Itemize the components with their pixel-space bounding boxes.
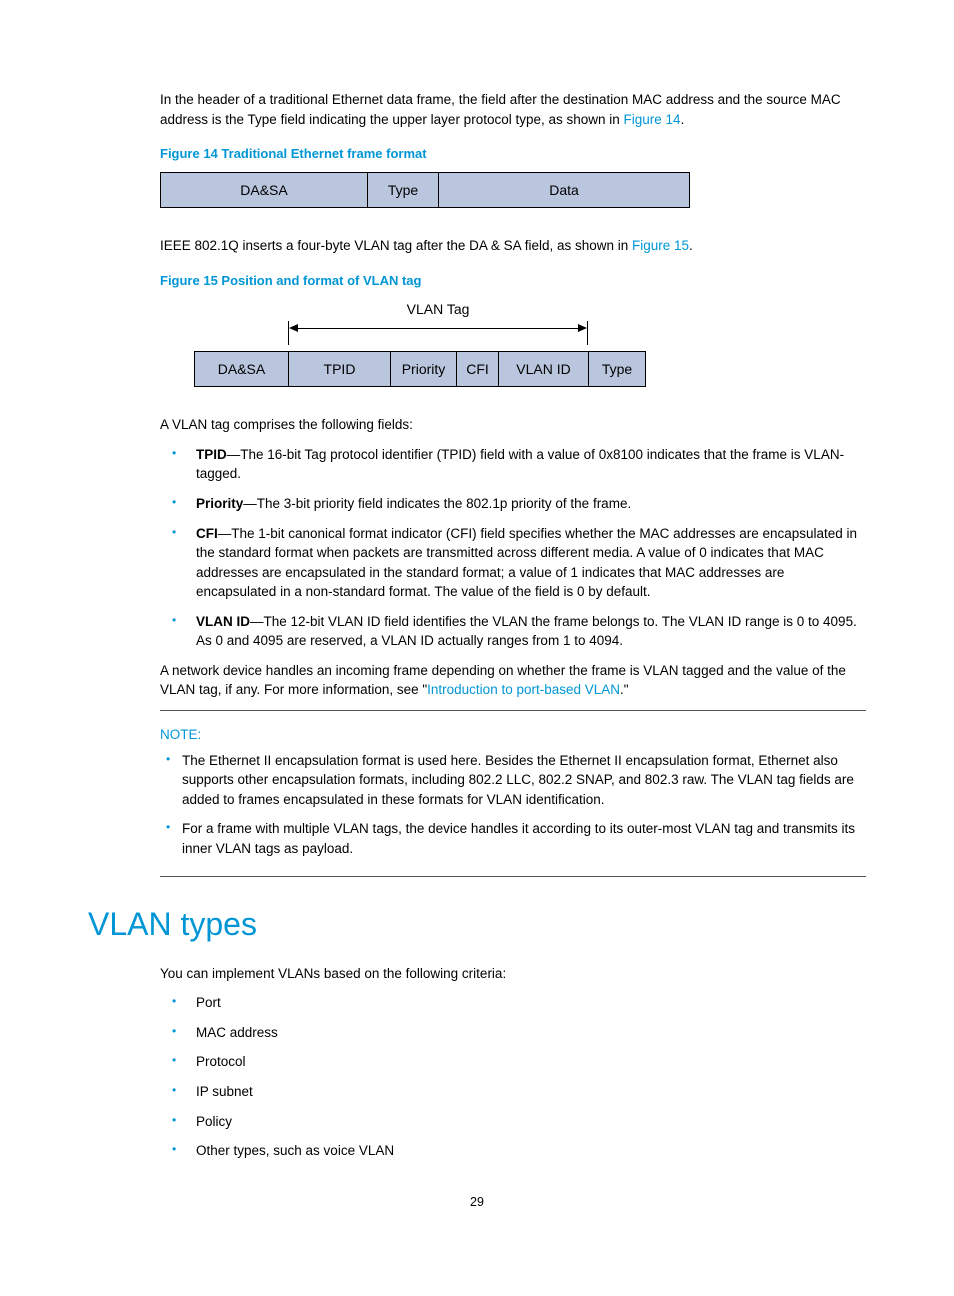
fields-intro: A VLAN tag comprises the following field… xyxy=(160,415,866,435)
fig15-cell-vlanid: VLAN ID xyxy=(498,351,588,387)
note-list: The Ethernet II encapsulation format is … xyxy=(160,751,866,859)
ieee-text-b: . xyxy=(689,238,693,253)
field-tpid: TPID—The 16-bit Tag protocol identifier … xyxy=(160,445,866,484)
fig14-cell-dasa: DA&SA xyxy=(161,173,368,207)
field-tpid-text: —The 16-bit Tag protocol identifier (TPI… xyxy=(196,447,844,482)
type-policy: Policy xyxy=(160,1112,866,1132)
fig14-cell-data: Data xyxy=(439,173,689,207)
types-list: Port MAC address Protocol IP subnet Poli… xyxy=(160,993,866,1160)
type-mac: MAC address xyxy=(160,1023,866,1043)
intro-paragraph: In the header of a traditional Ethernet … xyxy=(160,90,866,129)
field-vlanid-label: VLAN ID xyxy=(196,614,250,629)
field-cfi-text: —The 1-bit canonical format indicator (C… xyxy=(196,526,857,600)
fig15-cell-dasa: DA&SA xyxy=(194,351,288,387)
fig15-tag-label: VLAN Tag xyxy=(288,299,588,319)
fig15-cell-tpid: TPID xyxy=(288,351,390,387)
note-item-2: For a frame with multiple VLAN tags, the… xyxy=(160,819,866,858)
page-number: 29 xyxy=(88,1193,866,1211)
field-priority-label: Priority xyxy=(196,496,243,511)
fig15-cell-type: Type xyxy=(588,351,646,387)
intro-text-a: In the header of a traditional Ethernet … xyxy=(160,92,841,127)
fig14-cell-type: Type xyxy=(368,173,439,207)
portbased-link[interactable]: Introduction to port-based VLAN xyxy=(427,682,620,697)
type-other: Other types, such as voice VLAN xyxy=(160,1141,866,1161)
ieee-paragraph: IEEE 802.1Q inserts a four-byte VLAN tag… xyxy=(160,236,866,256)
fig15-cell-priority: Priority xyxy=(390,351,456,387)
type-port: Port xyxy=(160,993,866,1013)
field-tpid-label: TPID xyxy=(196,447,227,462)
vlan-types-heading: VLAN types xyxy=(88,901,866,947)
type-protocol: Protocol xyxy=(160,1052,866,1072)
note-label: NOTE: xyxy=(160,725,866,745)
field-cfi: CFI—The 1-bit canonical format indicator… xyxy=(160,524,866,602)
fields-list: TPID—The 16-bit Tag protocol identifier … xyxy=(160,445,866,651)
ieee-text-a: IEEE 802.1Q inserts a four-byte VLAN tag… xyxy=(160,238,632,253)
field-priority-text: —The 3-bit priority field indicates the … xyxy=(243,496,631,511)
figure14-diagram: DA&SA Type Data xyxy=(160,172,690,208)
fig15-cell-cfi: CFI xyxy=(456,351,498,387)
field-vlanid: VLAN ID—The 12-bit VLAN ID field identif… xyxy=(160,612,866,651)
fig15-arrow xyxy=(288,321,588,345)
handling-paragraph: A network device handles an incoming fra… xyxy=(160,661,866,700)
figure14-link[interactable]: Figure 14 xyxy=(624,112,681,127)
figure15-caption: Figure 15 Position and format of VLAN ta… xyxy=(160,272,866,291)
types-intro: You can implement VLANs based on the fol… xyxy=(160,964,866,984)
figure15-link[interactable]: Figure 15 xyxy=(632,238,689,253)
figure14-caption: Figure 14 Traditional Ethernet frame for… xyxy=(160,145,866,164)
field-priority: Priority—The 3-bit priority field indica… xyxy=(160,494,866,514)
field-vlanid-text: —The 12-bit VLAN ID field identifies the… xyxy=(196,614,857,649)
figure15-diagram: VLAN Tag DA&SA TPID Priority CFI VLAN ID… xyxy=(194,299,684,388)
note-box: NOTE: The Ethernet II encapsulation form… xyxy=(160,710,866,877)
field-cfi-label: CFI xyxy=(196,526,218,541)
intro-text-b: . xyxy=(681,112,685,127)
note-item-1: The Ethernet II encapsulation format is … xyxy=(160,751,866,810)
type-ipsubnet: IP subnet xyxy=(160,1082,866,1102)
handling-text-b: ." xyxy=(620,682,629,697)
